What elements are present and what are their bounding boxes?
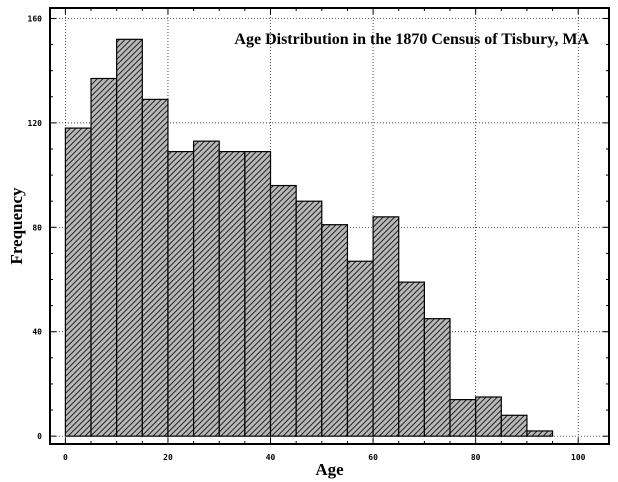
y-tick-label: 80 [32,223,42,232]
histogram-bar [269,184,297,437]
x-tick-label: 40 [266,453,276,462]
y-tick-label: 120 [28,119,43,128]
histogram-bar [321,224,349,437]
histogram-bar [398,281,425,437]
x-tick-label: 0 [63,453,68,462]
x-tick-label: 80 [471,453,481,462]
histogram-bar [526,430,554,437]
bars [64,38,554,437]
histogram-bar [449,399,477,437]
histogram-bar [372,216,400,437]
chart-title: Age Distribution in the 1870 Census of T… [234,31,589,48]
x-tick-label: 100 [571,453,586,462]
plot-area-frame [49,7,610,445]
x-axis-label: Age [315,460,344,479]
y-tick-label: 40 [32,328,42,337]
histogram-bar [90,77,118,437]
axis-ticks: 0 20 40 60 80 100 0 40 80 120 160 [28,8,609,462]
histogram-bar [64,127,92,437]
histogram-bar [295,200,323,437]
y-axis-label: Frequency [7,187,26,265]
y-tick-label: 160 [28,14,43,23]
histogram-bar [192,140,220,437]
y-tick-label: 0 [37,432,42,441]
histogram-bar [141,98,169,437]
histogram-bar [475,396,502,437]
histogram-bar [346,260,374,437]
histogram-bar [244,150,272,437]
histogram-bar [218,150,246,437]
x-tick-label: 60 [368,453,378,462]
histogram-bar [423,318,451,437]
x-tick-label: 20 [163,453,173,462]
histogram-bar [167,150,195,437]
histogram-bar [116,38,143,437]
histogram-bar [500,414,528,437]
